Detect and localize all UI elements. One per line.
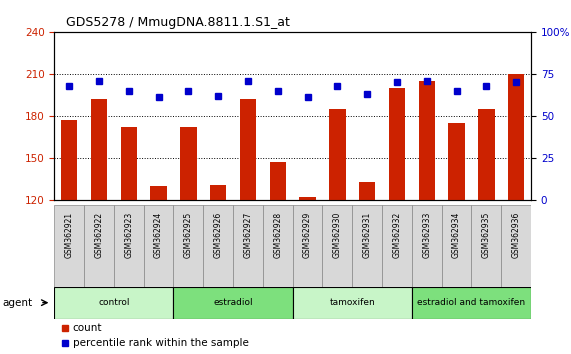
Bar: [412, 287, 531, 319]
Bar: [61, 120, 77, 200]
Text: tamoxifen: tamoxifen: [329, 298, 375, 307]
Bar: [323, 205, 352, 287]
Bar: [359, 182, 375, 200]
Bar: [263, 205, 292, 287]
Text: count: count: [73, 322, 102, 332]
Bar: [508, 74, 524, 200]
Text: GSM362936: GSM362936: [512, 212, 521, 258]
Text: GSM362930: GSM362930: [333, 212, 342, 258]
Bar: [389, 88, 405, 200]
Text: estradiol: estradiol: [213, 298, 253, 307]
Bar: [292, 205, 323, 287]
Bar: [292, 287, 412, 319]
Text: GSM362925: GSM362925: [184, 212, 193, 258]
Bar: [114, 205, 144, 287]
Bar: [233, 205, 263, 287]
Bar: [448, 123, 465, 200]
Bar: [419, 81, 435, 200]
Text: GSM362932: GSM362932: [392, 212, 401, 258]
Bar: [329, 109, 345, 200]
Bar: [144, 205, 174, 287]
Text: GSM362931: GSM362931: [363, 212, 372, 258]
Bar: [54, 287, 174, 319]
Text: GSM362927: GSM362927: [243, 212, 252, 258]
Text: estradiol and tamoxifen: estradiol and tamoxifen: [417, 298, 525, 307]
Bar: [150, 186, 167, 200]
Bar: [478, 109, 494, 200]
Bar: [382, 205, 412, 287]
Bar: [270, 162, 286, 200]
Text: GSM362928: GSM362928: [274, 212, 282, 258]
Bar: [54, 205, 84, 287]
Text: agent: agent: [3, 298, 33, 308]
Bar: [120, 127, 137, 200]
Bar: [501, 205, 531, 287]
Bar: [240, 99, 256, 200]
Text: percentile rank within the sample: percentile rank within the sample: [73, 338, 248, 348]
Text: GSM362921: GSM362921: [65, 212, 74, 258]
Bar: [472, 205, 501, 287]
Bar: [203, 205, 233, 287]
Text: GSM362935: GSM362935: [482, 212, 491, 258]
Text: GDS5278 / MmugDNA.8811.1.S1_at: GDS5278 / MmugDNA.8811.1.S1_at: [66, 16, 289, 29]
Bar: [210, 184, 226, 200]
Bar: [299, 197, 316, 200]
Bar: [180, 127, 196, 200]
Bar: [91, 99, 107, 200]
Bar: [441, 205, 472, 287]
Bar: [84, 205, 114, 287]
Text: GSM362924: GSM362924: [154, 212, 163, 258]
Bar: [352, 205, 382, 287]
Text: GSM362922: GSM362922: [94, 212, 103, 258]
Text: GSM362923: GSM362923: [124, 212, 133, 258]
Text: GSM362934: GSM362934: [452, 212, 461, 258]
Bar: [412, 205, 441, 287]
Text: GSM362926: GSM362926: [214, 212, 223, 258]
Text: control: control: [98, 298, 130, 307]
Text: GSM362929: GSM362929: [303, 212, 312, 258]
Bar: [174, 287, 292, 319]
Text: GSM362933: GSM362933: [422, 212, 431, 258]
Bar: [174, 205, 203, 287]
